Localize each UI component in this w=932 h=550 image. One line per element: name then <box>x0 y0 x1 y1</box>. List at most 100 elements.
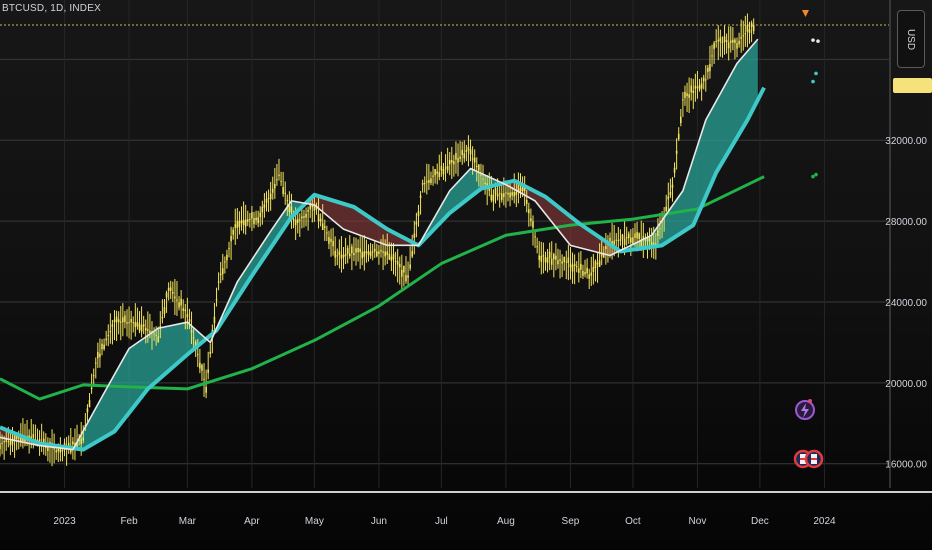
candle-body <box>313 204 316 211</box>
candle-body <box>480 174 482 176</box>
candle-body <box>99 353 101 357</box>
candle-body <box>153 333 155 335</box>
candle-body <box>165 292 168 298</box>
candle-body <box>384 251 386 257</box>
candle-body <box>342 254 345 258</box>
candle-body <box>276 179 278 181</box>
candle-body <box>392 254 395 260</box>
candle-body <box>330 238 332 242</box>
candle-body <box>642 236 645 241</box>
candle-body <box>521 185 524 192</box>
candle-body <box>684 91 686 98</box>
candle-body <box>388 254 391 260</box>
candle-body <box>669 192 672 196</box>
candle-body <box>242 219 245 226</box>
candle-body <box>213 316 216 324</box>
candle-body <box>338 251 341 256</box>
candle-body <box>55 450 58 453</box>
candle-body <box>201 364 203 371</box>
candle-body <box>592 267 595 272</box>
candle-body <box>11 440 14 445</box>
flag-stripe <box>811 458 817 460</box>
candle-body <box>426 181 428 183</box>
candle-body <box>436 171 439 174</box>
candle-body <box>3 441 5 443</box>
candle-body <box>746 25 749 32</box>
candle-body <box>365 251 368 254</box>
candle-body <box>351 246 353 254</box>
x-tick-label: Dec <box>751 516 769 527</box>
candle-body <box>59 446 62 453</box>
candle-body <box>284 192 287 194</box>
candle-body <box>219 273 222 276</box>
candle-body <box>575 266 578 268</box>
candle-body <box>586 267 588 274</box>
slow-ma-line <box>0 175 765 401</box>
candle-body <box>122 317 124 323</box>
candle-body <box>430 178 432 183</box>
currency-selector[interactable]: USD <box>897 10 925 68</box>
candle-body <box>163 307 166 314</box>
candle-body <box>394 260 397 262</box>
candle-body <box>53 448 55 450</box>
candle-body <box>209 351 212 354</box>
candle-body <box>32 434 35 438</box>
candle-body <box>723 36 726 42</box>
candle-body <box>515 191 518 195</box>
candle-body <box>259 212 262 218</box>
candle-body <box>359 248 361 253</box>
x-tick-label: Oct <box>625 516 641 527</box>
candle-body <box>9 440 12 446</box>
candle-body <box>144 327 147 331</box>
candle-body <box>519 188 522 192</box>
candle-body <box>194 341 197 347</box>
grid-lines <box>0 0 932 493</box>
candle-body <box>434 168 436 176</box>
candle-body <box>305 213 307 218</box>
candle-body <box>636 231 638 239</box>
candle-body <box>367 251 370 255</box>
candle-body <box>752 24 755 32</box>
candle-body <box>627 233 630 239</box>
candle-body <box>142 324 145 327</box>
candle-body <box>301 216 303 219</box>
candle-body <box>709 64 711 72</box>
candle-body <box>415 222 418 225</box>
candle-body <box>228 248 230 250</box>
candle-body <box>663 214 665 218</box>
candle-body <box>67 442 70 448</box>
candle-body <box>690 85 693 93</box>
candle-body <box>486 183 488 187</box>
candle-body <box>155 334 157 336</box>
candle-body <box>396 261 399 265</box>
candle-body <box>465 149 468 152</box>
candle-body <box>167 287 170 291</box>
candle-body <box>505 192 507 194</box>
candle-body <box>496 194 499 197</box>
candle-body <box>648 237 651 242</box>
mid-ma-line <box>0 86 766 452</box>
candle-body <box>704 79 707 81</box>
candle-body <box>534 236 536 238</box>
x-axis-labels: 2023 Feb Mar Apr May Jun Jul Aug Sep Oct Nov Dec 202… <box>53 516 836 527</box>
candle-body <box>409 264 411 269</box>
candle-body <box>613 240 615 245</box>
candle-body <box>355 248 357 253</box>
candle-body <box>224 261 226 263</box>
candle-body <box>457 158 459 163</box>
candle-body <box>517 184 520 192</box>
candle-body <box>182 308 185 311</box>
candle-body <box>500 193 503 200</box>
candle-body <box>253 218 255 225</box>
candle-body <box>236 221 239 228</box>
candle-body <box>188 319 191 323</box>
candle-body <box>290 206 293 213</box>
candle-body <box>413 233 416 238</box>
price-candles <box>0 13 755 467</box>
candle-body <box>72 441 74 445</box>
candle-body <box>498 193 501 195</box>
candle-body <box>540 256 543 262</box>
candle-body <box>594 261 597 269</box>
candle-body <box>715 41 717 43</box>
